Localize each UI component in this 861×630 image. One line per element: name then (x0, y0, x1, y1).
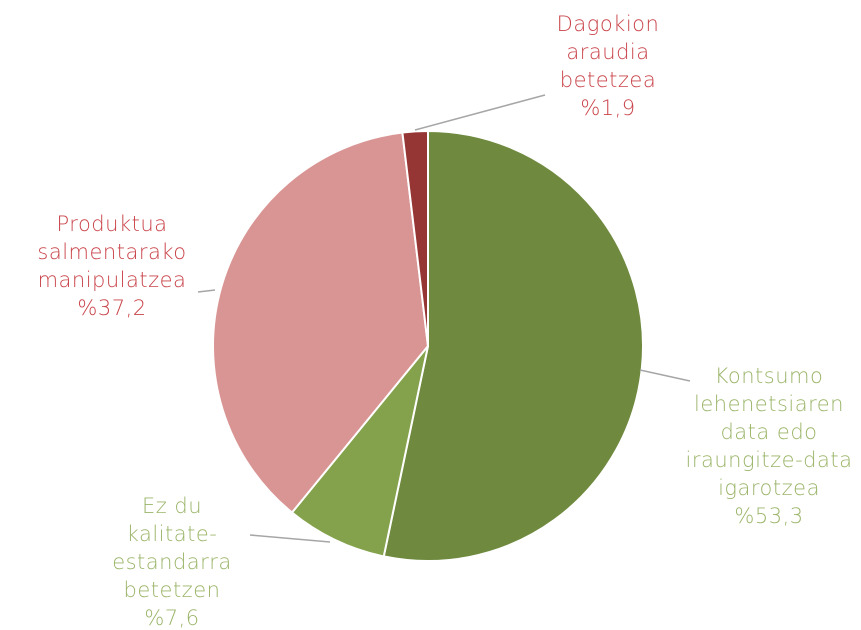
data-label: Kontsumo lehenetsiaren data edo iraungit… (683, 362, 855, 530)
data-label: Ez du kalitate-estandarra betetzen %7,6 (97, 492, 247, 630)
value-label: %37,2 (77, 296, 147, 320)
pie-slice (401, 129, 429, 347)
value-label: %53,3 (734, 504, 804, 528)
pie-slice (212, 131, 430, 514)
pie-slice (382, 129, 644, 562)
value-label: %7,6 (144, 606, 200, 630)
leader-line (249, 534, 331, 543)
category-label: Produktua salmentarako manipulatzea (37, 212, 187, 292)
category-label: Kontsumo lehenetsiaren data edo iraungit… (685, 364, 853, 500)
leader-line (414, 94, 546, 131)
data-label: Dagokion araudia betetzea %1,9 (533, 10, 683, 122)
leader-line (639, 369, 691, 382)
category-label: Ez du kalitate-estandarra betetzen (112, 494, 232, 602)
leader-line (197, 289, 216, 293)
pie-slice (290, 345, 429, 558)
value-label: %1,9 (580, 96, 636, 120)
category-label: Dagokion araudia betetzea (556, 12, 660, 92)
data-label: Produktua salmentarako manipulatzea %37,2 (7, 210, 217, 322)
